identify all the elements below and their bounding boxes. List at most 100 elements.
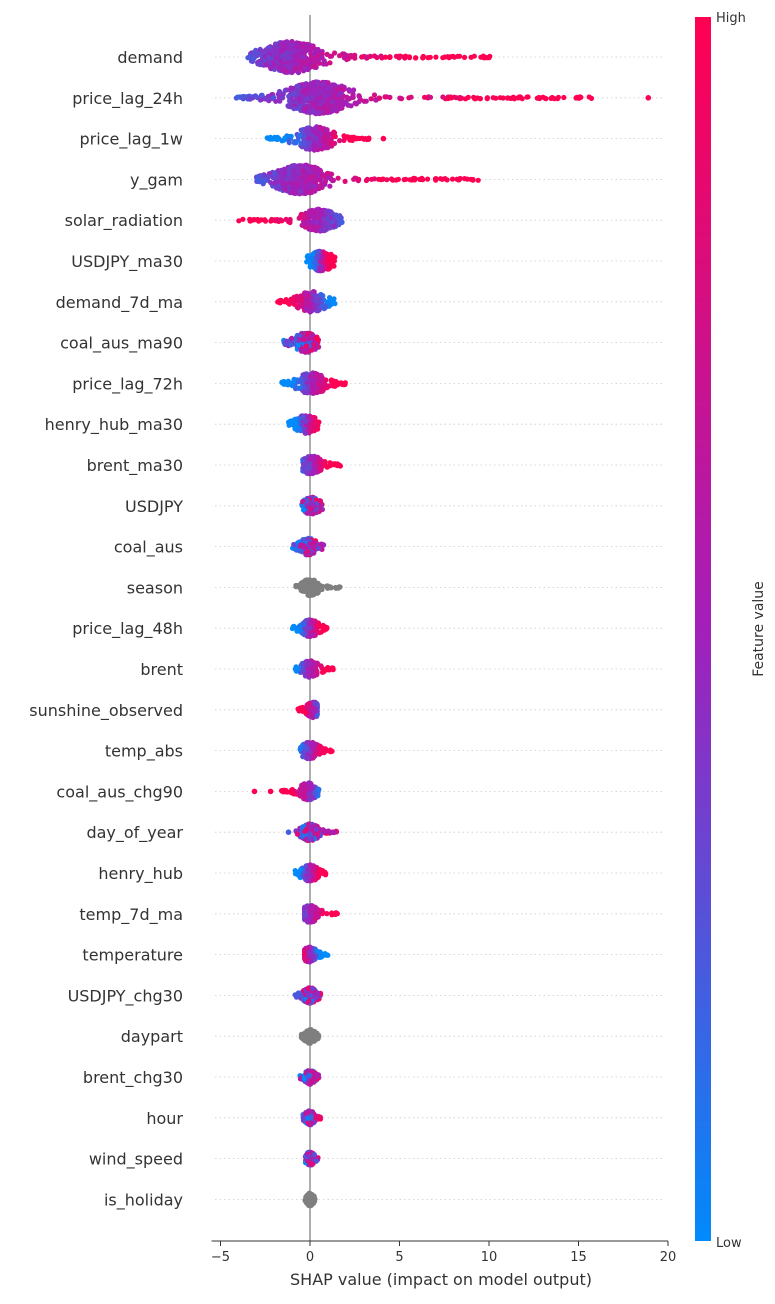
shap-point — [387, 95, 392, 100]
shap-point — [297, 333, 302, 338]
shap-point — [303, 627, 308, 632]
shap-point — [272, 135, 277, 140]
shap-point — [286, 180, 291, 185]
point-group-USDJPY_ma30 — [304, 249, 337, 274]
shap-point — [351, 87, 356, 92]
shap-point — [304, 177, 309, 182]
shap-point — [329, 54, 334, 59]
shap-point — [307, 110, 312, 115]
shap-point — [449, 95, 454, 100]
shap-point — [425, 55, 430, 60]
shap-point — [294, 664, 299, 669]
shap-point — [364, 178, 369, 183]
shap-point — [304, 96, 309, 101]
shap-point — [318, 259, 323, 264]
shap-point — [297, 427, 302, 432]
shap-point — [309, 714, 314, 719]
shap-point — [286, 94, 291, 99]
shap-point — [318, 183, 323, 188]
shap-point — [284, 339, 289, 344]
shap-point — [425, 177, 430, 182]
shap-point — [324, 251, 329, 256]
shap-point — [272, 48, 277, 53]
shap-point — [305, 498, 310, 503]
shap-point — [323, 133, 328, 138]
shap-point — [327, 225, 332, 230]
shap-point — [303, 377, 308, 382]
shap-point — [317, 378, 322, 383]
shap-point — [345, 134, 350, 139]
shap-point — [276, 168, 281, 173]
shap-point — [486, 55, 491, 60]
shap-point — [297, 47, 302, 52]
shap-point — [312, 184, 317, 189]
shap-point — [332, 223, 337, 228]
shap-point — [287, 140, 292, 145]
shap-point — [258, 177, 263, 182]
shap-point — [433, 176, 438, 181]
shap-point — [304, 578, 309, 583]
shap-point — [428, 95, 433, 100]
shap-point — [419, 177, 424, 182]
shap-point — [310, 128, 315, 133]
shap-point — [300, 537, 305, 542]
shap-point — [396, 177, 401, 182]
point-group-henry_hub_ma30 — [286, 413, 322, 436]
shap-point — [329, 172, 334, 177]
shap-point — [308, 541, 313, 546]
shap-point — [352, 176, 357, 181]
shap-point — [397, 96, 402, 101]
shap-point — [297, 104, 302, 109]
shap-point — [315, 337, 320, 342]
shap-point — [307, 586, 312, 591]
shap-point — [255, 51, 260, 56]
point-group-price_lag_24h — [234, 79, 651, 116]
shap-point — [296, 343, 301, 348]
shap-point — [292, 140, 297, 145]
shap-point — [299, 298, 304, 303]
shap-point — [302, 372, 307, 377]
shap-point — [299, 212, 304, 217]
shap-point — [457, 54, 462, 59]
shap-point — [281, 169, 286, 174]
shap-point — [270, 175, 275, 180]
shap-point — [377, 96, 382, 101]
shap-point — [422, 95, 427, 100]
shap-point — [312, 148, 317, 153]
shap-point — [282, 135, 287, 140]
shap-point — [242, 94, 247, 99]
shap-point — [382, 94, 387, 99]
shap-point — [266, 55, 271, 60]
shap-point — [390, 178, 395, 183]
point-group-brent_ma30 — [300, 454, 343, 477]
shap-point — [346, 87, 351, 92]
shap-point — [300, 499, 305, 504]
shap-point — [316, 546, 321, 551]
shap-point — [319, 383, 324, 388]
shap-point — [471, 95, 476, 100]
shap-point — [284, 297, 289, 302]
shap-point — [316, 173, 321, 178]
shap-point — [337, 138, 342, 143]
point-group-coal_aus_ma90 — [281, 331, 321, 355]
shap-point — [315, 585, 320, 590]
shap-point — [286, 50, 291, 55]
shap-point — [369, 96, 374, 101]
shap-point — [330, 99, 335, 104]
shap-point — [291, 542, 296, 547]
shap-point — [317, 457, 322, 462]
shap-point — [336, 176, 341, 181]
shap-point — [336, 222, 341, 227]
shap-point — [525, 94, 530, 99]
shap-point — [323, 93, 328, 98]
shap-point — [312, 415, 317, 420]
shap-point — [288, 69, 293, 74]
shap-point — [491, 95, 496, 100]
shap-point — [304, 344, 309, 349]
shap-point — [273, 99, 278, 104]
shap-point — [312, 421, 317, 426]
shap-point — [409, 95, 414, 100]
shap-point — [304, 129, 309, 134]
point-group-temp_abs — [298, 740, 335, 761]
